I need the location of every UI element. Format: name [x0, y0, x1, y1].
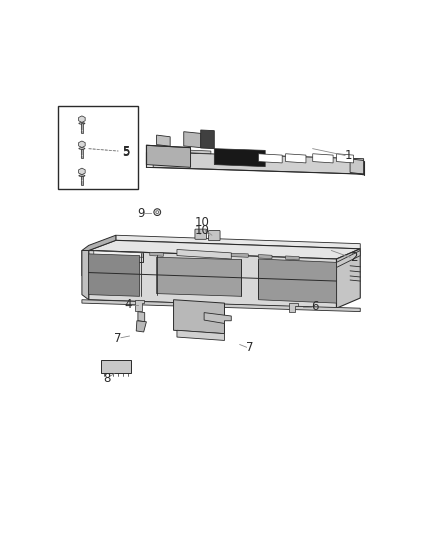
Bar	[81, 176, 83, 185]
Text: 7: 7	[246, 342, 254, 354]
Polygon shape	[177, 249, 231, 259]
Polygon shape	[289, 303, 298, 312]
Text: 5: 5	[122, 145, 129, 158]
Polygon shape	[258, 259, 336, 303]
Text: 10: 10	[195, 216, 210, 229]
Polygon shape	[146, 146, 191, 167]
Bar	[81, 124, 83, 133]
Ellipse shape	[79, 123, 85, 124]
Circle shape	[154, 209, 161, 215]
Polygon shape	[82, 251, 88, 300]
Text: 8: 8	[104, 372, 111, 385]
Polygon shape	[350, 159, 364, 174]
Polygon shape	[231, 253, 248, 257]
Polygon shape	[79, 168, 85, 175]
Polygon shape	[116, 235, 360, 249]
Bar	[101, 360, 131, 373]
Ellipse shape	[79, 148, 85, 149]
Text: 1: 1	[345, 149, 352, 162]
Polygon shape	[150, 252, 163, 256]
Polygon shape	[153, 149, 211, 154]
Polygon shape	[94, 251, 143, 257]
Polygon shape	[153, 152, 364, 160]
Polygon shape	[336, 154, 353, 163]
Polygon shape	[214, 149, 265, 167]
Polygon shape	[286, 154, 306, 163]
Bar	[58, 106, 138, 189]
Polygon shape	[138, 312, 145, 322]
Polygon shape	[79, 141, 85, 148]
Polygon shape	[134, 301, 144, 311]
Text: 4: 4	[124, 298, 131, 311]
Polygon shape	[79, 116, 85, 123]
Polygon shape	[177, 330, 224, 341]
Text: 5: 5	[122, 145, 129, 158]
Polygon shape	[204, 313, 231, 324]
Polygon shape	[156, 257, 241, 296]
Polygon shape	[201, 130, 214, 149]
Polygon shape	[82, 235, 116, 276]
Polygon shape	[88, 251, 336, 308]
Polygon shape	[313, 154, 333, 163]
Polygon shape	[153, 152, 364, 174]
Circle shape	[156, 211, 159, 214]
Polygon shape	[88, 254, 140, 296]
Polygon shape	[173, 300, 224, 334]
Text: 5: 5	[122, 146, 130, 158]
Bar	[81, 149, 83, 158]
Text: 9: 9	[138, 207, 145, 220]
Polygon shape	[258, 255, 272, 259]
Polygon shape	[336, 249, 360, 308]
Polygon shape	[184, 132, 201, 148]
Text: 2: 2	[350, 251, 357, 264]
Polygon shape	[136, 321, 146, 332]
Text: 6: 6	[311, 300, 318, 313]
Text: 10: 10	[195, 224, 210, 237]
Polygon shape	[336, 251, 360, 268]
Polygon shape	[82, 300, 360, 312]
Ellipse shape	[79, 175, 85, 176]
FancyBboxPatch shape	[208, 230, 220, 241]
Polygon shape	[286, 256, 299, 260]
Polygon shape	[156, 135, 170, 146]
Text: 7: 7	[114, 332, 121, 345]
Polygon shape	[88, 240, 360, 259]
FancyBboxPatch shape	[195, 229, 206, 239]
Polygon shape	[258, 154, 282, 163]
